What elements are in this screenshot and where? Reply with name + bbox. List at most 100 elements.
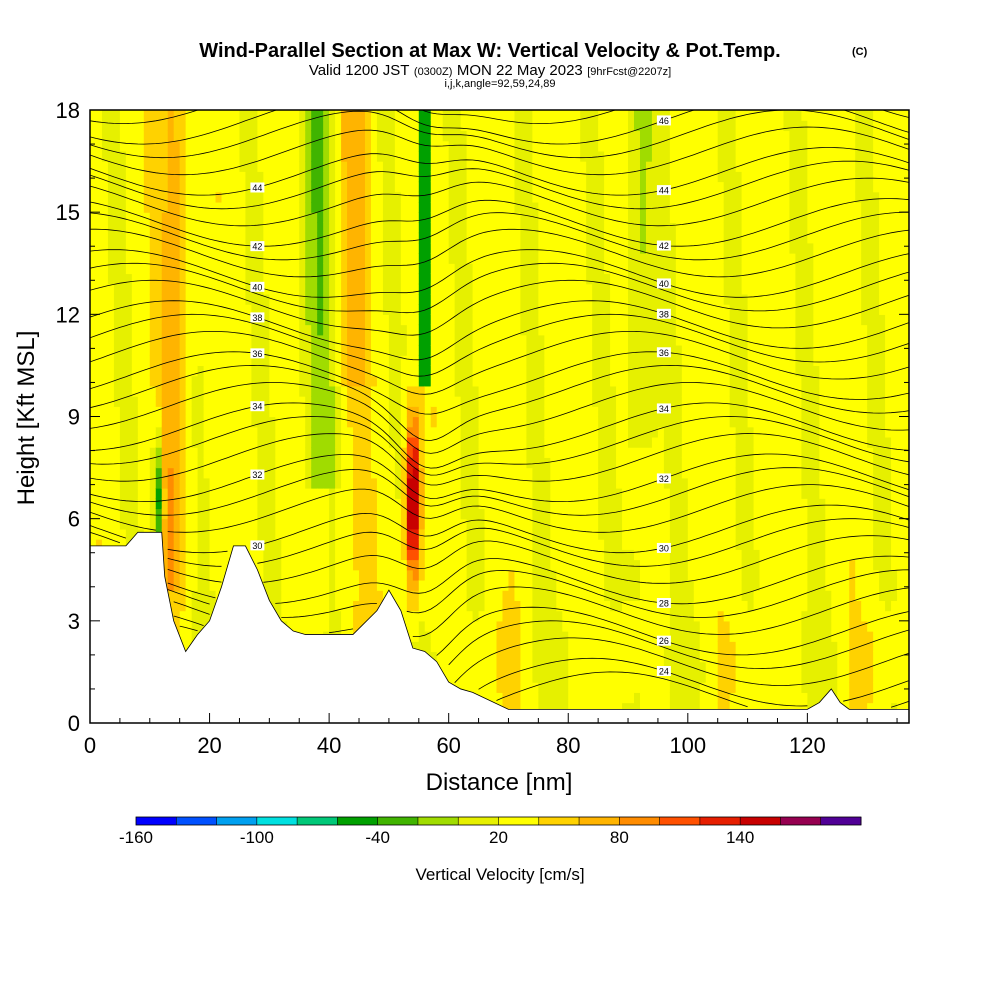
field-cell [257,120,264,132]
field-cell [323,406,330,418]
field-cell [550,324,557,336]
field-cell [496,375,504,387]
field-cell [137,212,145,223]
field-cell [149,212,157,223]
field-cell [335,140,342,152]
field-cell [275,110,282,121]
field-cell [143,375,151,387]
field-cell [359,396,366,407]
field-cell [167,140,175,152]
field-cell [281,242,288,254]
field-cell [353,375,360,387]
field-cell [305,518,312,530]
field-cell [161,222,169,234]
field-cell [287,232,294,244]
field-cell [478,477,486,489]
field-cell [287,222,294,234]
field-cell [281,150,288,162]
field-cell [454,273,462,285]
field-cell [299,140,306,152]
field-cell [574,212,581,223]
field-cell [281,406,288,418]
field-cell [544,518,551,530]
field-cell [119,406,127,418]
field-cell [299,375,306,387]
field-cell [502,661,510,673]
field-cell [191,253,199,264]
field-cell [508,641,516,653]
field-cell [119,263,127,275]
field-cell [341,140,348,152]
field-cell [269,549,276,561]
field-cell [359,590,366,601]
field-cell [364,212,372,223]
field-cell [107,416,115,428]
field-cell [269,273,276,285]
field-cell [544,488,551,499]
field-cell [329,569,336,581]
field-cell [526,140,533,152]
field-cell [556,324,563,336]
field-cell [227,406,235,418]
field-cell [364,201,372,213]
field-cell [508,293,516,305]
field-cell [502,120,510,132]
field-cell [376,498,384,510]
field-cell [341,161,348,172]
field-cell [514,488,522,499]
field-cell [257,406,264,418]
field-cell [329,498,336,510]
field-cell [376,150,384,162]
field-cell [502,549,510,561]
field-cell [532,610,539,622]
field-cell [460,620,468,632]
field-cell [335,242,342,254]
field-cell [113,457,121,469]
field-cell [323,620,330,632]
field-cell [484,549,492,561]
field-cell [209,140,217,152]
field-cell [251,549,258,561]
field-cell [185,385,193,397]
field-cell [562,610,569,622]
field-cell [448,631,456,642]
field-cell [179,528,187,540]
field-cell [179,120,187,132]
field-cell [496,283,504,295]
field-cell [544,385,551,397]
field-cell [400,436,408,448]
field-cell [311,110,318,121]
field-cell [574,344,581,356]
field-cell [359,273,366,285]
field-cell [347,140,354,152]
field-cell [263,467,270,479]
field-cell [520,222,528,234]
field-cell [448,365,456,377]
field-cell [400,610,408,622]
field-cell [293,375,300,387]
field-cell [364,457,372,469]
field-cell [119,447,127,458]
field-cell [400,212,408,223]
field-cell [167,396,175,407]
field-cell [125,161,133,172]
field-cell [275,600,282,612]
field-cell [394,528,402,540]
field-cell [359,130,366,142]
field-cell [364,436,372,448]
field-cell [412,396,420,407]
field-cell [466,150,474,162]
field-cell [293,600,300,612]
field-cell [263,324,270,336]
field-cell [359,488,366,499]
field-cell [466,120,474,132]
field-cell [233,355,241,367]
field-cell [323,191,330,203]
field-cell [299,242,306,254]
field-cell [179,293,187,305]
field-cell [347,498,354,510]
field-cell [550,488,557,499]
field-cell [131,498,139,510]
field-cell [131,263,139,275]
field-cell [562,457,569,469]
